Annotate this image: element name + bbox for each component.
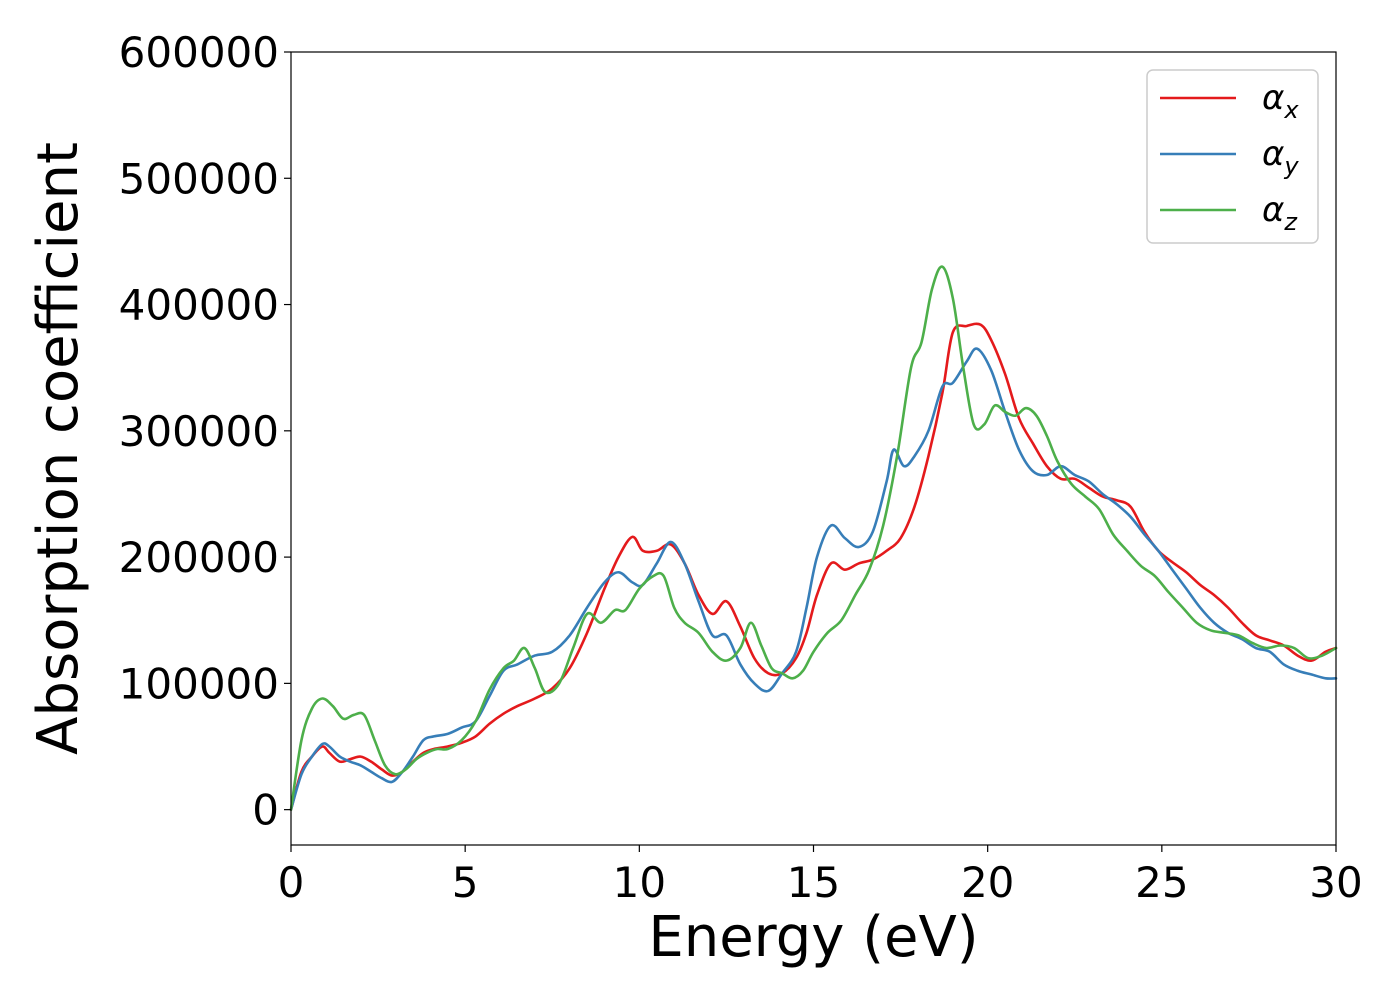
y-tick-label: 100000: [119, 659, 279, 708]
y-tick-label: 300000: [119, 407, 279, 456]
series-line-y: [289, 347, 1338, 811]
y-tick-label: 400000: [119, 281, 279, 330]
x-tick-label: 30: [1309, 858, 1362, 907]
series-line-z: [289, 265, 1338, 811]
x-tick-label: 5: [452, 858, 479, 907]
legend-label-x: αx: [1262, 78, 1299, 124]
x-axis-title: Energy (eV): [648, 905, 978, 970]
x-tick-label: 0: [278, 858, 305, 907]
legend-label-subscript: z: [1283, 208, 1298, 236]
y-tick-label: 500000: [119, 154, 279, 203]
x-tick-label: 25: [1135, 858, 1188, 907]
legend-label-y: αy: [1262, 134, 1299, 180]
y-axis: 0 100000 200000 300000 400000 500000 600000: [119, 28, 291, 835]
x-tick-label: 15: [787, 858, 840, 907]
x-axis: 0 5 10 15 20 25 30: [278, 845, 1363, 907]
legend-label-z: αz: [1262, 190, 1298, 236]
legend-frame: [1146, 69, 1319, 244]
x-tick-label: 10: [613, 858, 666, 907]
legend-label-subscript: y: [1283, 152, 1299, 180]
legend-label-base: α: [1262, 78, 1284, 118]
legend-label-base: α: [1262, 190, 1284, 230]
legend-label-subscript: x: [1283, 96, 1299, 124]
y-tick-label: 600000: [119, 28, 279, 77]
series-layer: [289, 265, 1338, 811]
y-axis-title: Absorption coefficient: [26, 142, 91, 755]
y-tick-label: 200000: [119, 533, 279, 582]
y-tick-label: 0: [252, 786, 279, 835]
x-tick-label: 20: [961, 858, 1014, 907]
legend-label-base: α: [1262, 134, 1284, 174]
